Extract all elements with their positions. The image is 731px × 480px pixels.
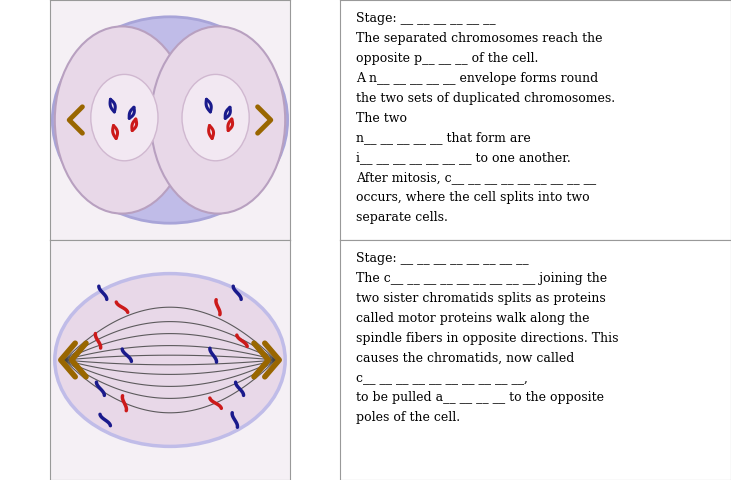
Text: Stage: __ __ __ __ __ __: Stage: __ __ __ __ __ __ [356, 12, 496, 25]
Text: two sister chromatids splits as proteins: two sister chromatids splits as proteins [356, 292, 605, 305]
Text: A n__ __ __ __ __ envelope forms round: A n__ __ __ __ __ envelope forms round [356, 72, 598, 85]
Ellipse shape [55, 274, 285, 446]
Text: The two: The two [356, 112, 406, 125]
Ellipse shape [53, 17, 287, 223]
Text: n__ __ __ __ __ that form are: n__ __ __ __ __ that form are [356, 132, 531, 144]
Text: opposite p__ __ __ of the cell.: opposite p__ __ __ of the cell. [356, 52, 538, 65]
Ellipse shape [151, 26, 285, 214]
Ellipse shape [55, 26, 189, 214]
Text: i__ __ __ __ __ __ __ to one another.: i__ __ __ __ __ __ __ to one another. [356, 152, 570, 165]
Text: The c__ __ __ __ __ __ __ __ __ joining the: The c__ __ __ __ __ __ __ __ __ joining … [356, 272, 607, 285]
Text: poles of the cell.: poles of the cell. [356, 411, 460, 424]
Text: After mitosis, c__ __ __ __ __ __ __ __ __: After mitosis, c__ __ __ __ __ __ __ __ … [356, 171, 596, 184]
Text: c__ __ __ __ __ __ __ __ __ __,: c__ __ __ __ __ __ __ __ __ __, [356, 372, 528, 384]
Ellipse shape [91, 74, 158, 161]
Text: separate cells.: separate cells. [356, 211, 447, 224]
Ellipse shape [182, 74, 249, 161]
Text: called motor proteins walk along the: called motor proteins walk along the [356, 312, 589, 325]
Text: to be pulled a__ __ __ __ to the opposite: to be pulled a__ __ __ __ to the opposit… [356, 392, 604, 405]
Text: causes the chromatids, now called: causes the chromatids, now called [356, 351, 574, 365]
Text: spindle fibers in opposite directions. This: spindle fibers in opposite directions. T… [356, 332, 618, 345]
Text: Stage: __ __ __ __ __ __ __ __: Stage: __ __ __ __ __ __ __ __ [356, 252, 529, 265]
Text: The separated chromosomes reach the: The separated chromosomes reach the [356, 32, 602, 45]
Text: the two sets of duplicated chromosomes.: the two sets of duplicated chromosomes. [356, 92, 615, 105]
Text: occurs, where the cell splits into two: occurs, where the cell splits into two [356, 192, 589, 204]
